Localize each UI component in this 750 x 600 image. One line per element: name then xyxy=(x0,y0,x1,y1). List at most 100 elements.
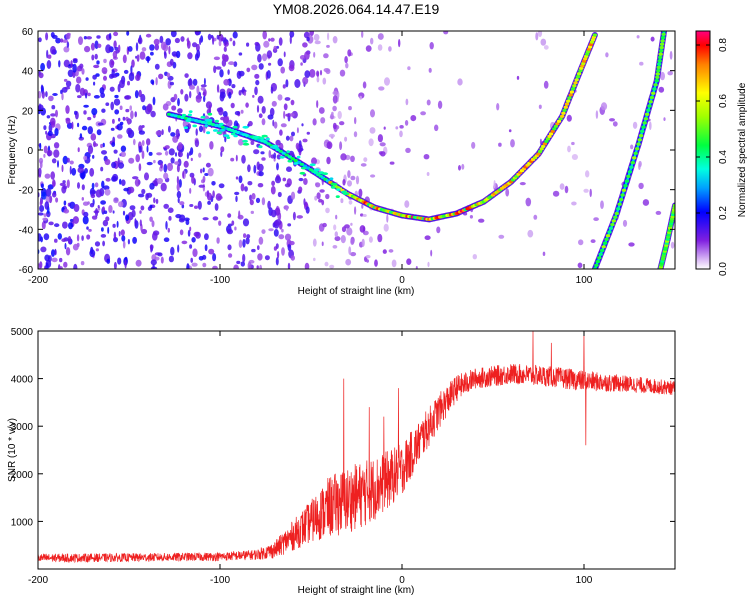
heatmap-cell xyxy=(121,179,126,186)
heatmap-cell xyxy=(285,135,290,141)
heatmap-cell xyxy=(124,259,127,269)
heatmap-cell xyxy=(377,33,384,40)
echo-point xyxy=(568,93,573,97)
echo-point xyxy=(329,177,334,181)
echo-point xyxy=(572,84,577,88)
heatmap-cell xyxy=(316,76,320,83)
heatmap-cell xyxy=(246,234,251,239)
heatmap-cell xyxy=(45,91,48,98)
heatmap-cell xyxy=(52,191,57,198)
heatmap-cell xyxy=(83,155,88,161)
heatmap-cell xyxy=(238,52,243,56)
echo-point xyxy=(570,87,576,91)
echo-point xyxy=(183,126,189,129)
heatmap-cell xyxy=(77,122,80,128)
heatmap-cell xyxy=(296,127,299,134)
heatmap-cell xyxy=(275,257,279,266)
heatmap-cell xyxy=(46,210,51,218)
echo-point xyxy=(536,152,541,156)
heatmap-cell xyxy=(350,252,357,257)
heatmap-cell xyxy=(199,37,202,46)
echo-point xyxy=(576,72,582,76)
heatmap-cell xyxy=(639,61,644,66)
echo-point xyxy=(672,203,675,208)
heatmap-cell xyxy=(277,191,282,198)
heatmap-cell xyxy=(391,259,397,268)
heatmap-cell xyxy=(280,66,286,74)
echo-point xyxy=(566,99,571,103)
heatmap-cell xyxy=(154,63,160,70)
echo-point xyxy=(545,137,551,141)
y-tick-label: 2000 xyxy=(11,470,34,481)
echo-point xyxy=(342,191,347,194)
heatmap-cell xyxy=(257,253,263,261)
heatmap-cell xyxy=(270,185,276,195)
echo-point xyxy=(641,125,646,129)
heatmap-cell xyxy=(360,163,367,167)
heatmap-cell xyxy=(113,31,119,37)
heatmap-cell xyxy=(273,229,279,237)
heatmap-cell xyxy=(38,104,44,112)
echo-point xyxy=(242,139,249,143)
heatmap-cell xyxy=(134,178,140,187)
echo-point xyxy=(623,184,628,188)
heatmap-cell xyxy=(237,139,244,146)
echo-point xyxy=(656,69,661,73)
heatmap-cell xyxy=(158,73,164,80)
echo-point xyxy=(166,112,172,116)
heatmap-cell xyxy=(368,236,373,243)
heatmap-cell xyxy=(189,91,192,99)
heatmap-cell xyxy=(305,206,310,214)
heatmap-cell xyxy=(140,93,146,103)
heatmap-cell xyxy=(638,182,644,190)
heatmap-cell xyxy=(212,216,219,221)
heatmap-cell xyxy=(333,224,337,231)
heatmap-cell xyxy=(286,166,292,172)
heatmap-cell xyxy=(228,253,233,258)
echo-point xyxy=(561,111,566,115)
echo-point xyxy=(581,61,586,66)
heatmap-cell xyxy=(316,192,321,200)
heatmap-cell xyxy=(342,179,346,186)
heatmap-cell xyxy=(102,219,109,227)
heatmap-cell xyxy=(207,167,214,177)
heatmap-cell xyxy=(304,51,310,60)
heatmap-cell xyxy=(122,54,127,64)
heatmap-cell xyxy=(325,193,330,200)
echo-point xyxy=(556,119,562,123)
echo-point xyxy=(621,188,627,192)
heatmap-cell xyxy=(130,110,134,120)
heatmap-cell xyxy=(163,163,168,173)
heatmap-cell xyxy=(368,138,374,147)
echo-point xyxy=(219,128,226,132)
spectrogram-y-axis: -60 -40 -20 0 20 40 60 xyxy=(19,27,675,276)
heatmap-cell xyxy=(275,243,279,250)
heatmap-cell xyxy=(332,36,338,44)
echo-point xyxy=(636,142,641,146)
heatmap-cell xyxy=(152,96,156,106)
heatmap-cell xyxy=(261,157,266,161)
heatmap-cell xyxy=(649,121,652,130)
echo-point xyxy=(592,33,598,37)
heatmap-cell xyxy=(302,42,308,48)
echo-point xyxy=(187,113,192,117)
heatmap-cell xyxy=(287,223,292,227)
echo-point xyxy=(626,174,631,178)
snr-frame xyxy=(37,330,676,570)
heatmap-cell xyxy=(245,102,249,108)
echo-point xyxy=(299,162,305,166)
echo-point xyxy=(233,134,238,138)
heatmap-cell xyxy=(543,80,549,89)
heatmap-cell xyxy=(212,253,217,262)
heatmap-cell xyxy=(176,183,180,192)
heatmap-cell xyxy=(290,99,295,106)
heatmap-cell xyxy=(212,35,215,45)
heatmap-cell xyxy=(108,205,113,213)
heatmap-cell xyxy=(543,45,549,50)
echo-point xyxy=(216,131,222,135)
heatmap-cell xyxy=(183,160,189,168)
echo-point xyxy=(242,125,249,129)
heatmap-cell xyxy=(148,151,153,156)
heatmap-cell xyxy=(571,201,577,206)
heatmap-cell xyxy=(642,199,650,206)
